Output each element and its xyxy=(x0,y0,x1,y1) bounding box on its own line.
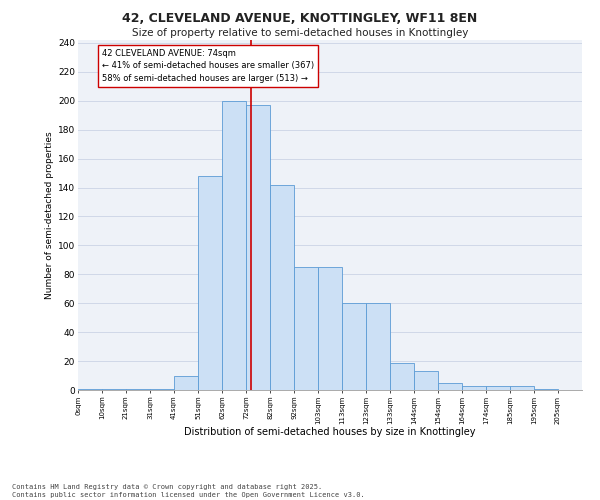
Bar xyxy=(534,388,558,390)
Bar xyxy=(366,303,390,390)
Text: Contains HM Land Registry data © Crown copyright and database right 2025.
Contai: Contains HM Land Registry data © Crown c… xyxy=(12,484,365,498)
Bar xyxy=(174,376,198,390)
Bar xyxy=(246,105,270,390)
Bar xyxy=(462,386,486,390)
Bar xyxy=(414,371,438,390)
Bar xyxy=(390,362,414,390)
Bar xyxy=(78,388,102,390)
Text: 42, CLEVELAND AVENUE, KNOTTINGLEY, WF11 8EN: 42, CLEVELAND AVENUE, KNOTTINGLEY, WF11 … xyxy=(122,12,478,26)
Bar xyxy=(294,267,318,390)
X-axis label: Distribution of semi-detached houses by size in Knottingley: Distribution of semi-detached houses by … xyxy=(184,426,476,436)
Bar xyxy=(198,176,222,390)
Bar xyxy=(222,100,246,390)
Y-axis label: Number of semi-detached properties: Number of semi-detached properties xyxy=(45,131,54,299)
Bar xyxy=(270,184,294,390)
Bar xyxy=(102,388,126,390)
Bar xyxy=(342,303,366,390)
Bar xyxy=(150,388,174,390)
Bar xyxy=(318,267,342,390)
Bar xyxy=(510,386,534,390)
Bar xyxy=(486,386,510,390)
Bar xyxy=(126,388,150,390)
Text: 42 CLEVELAND AVENUE: 74sqm
← 41% of semi-detached houses are smaller (367)
58% o: 42 CLEVELAND AVENUE: 74sqm ← 41% of semi… xyxy=(102,48,314,82)
Text: Size of property relative to semi-detached houses in Knottingley: Size of property relative to semi-detach… xyxy=(132,28,468,38)
Bar xyxy=(438,383,462,390)
